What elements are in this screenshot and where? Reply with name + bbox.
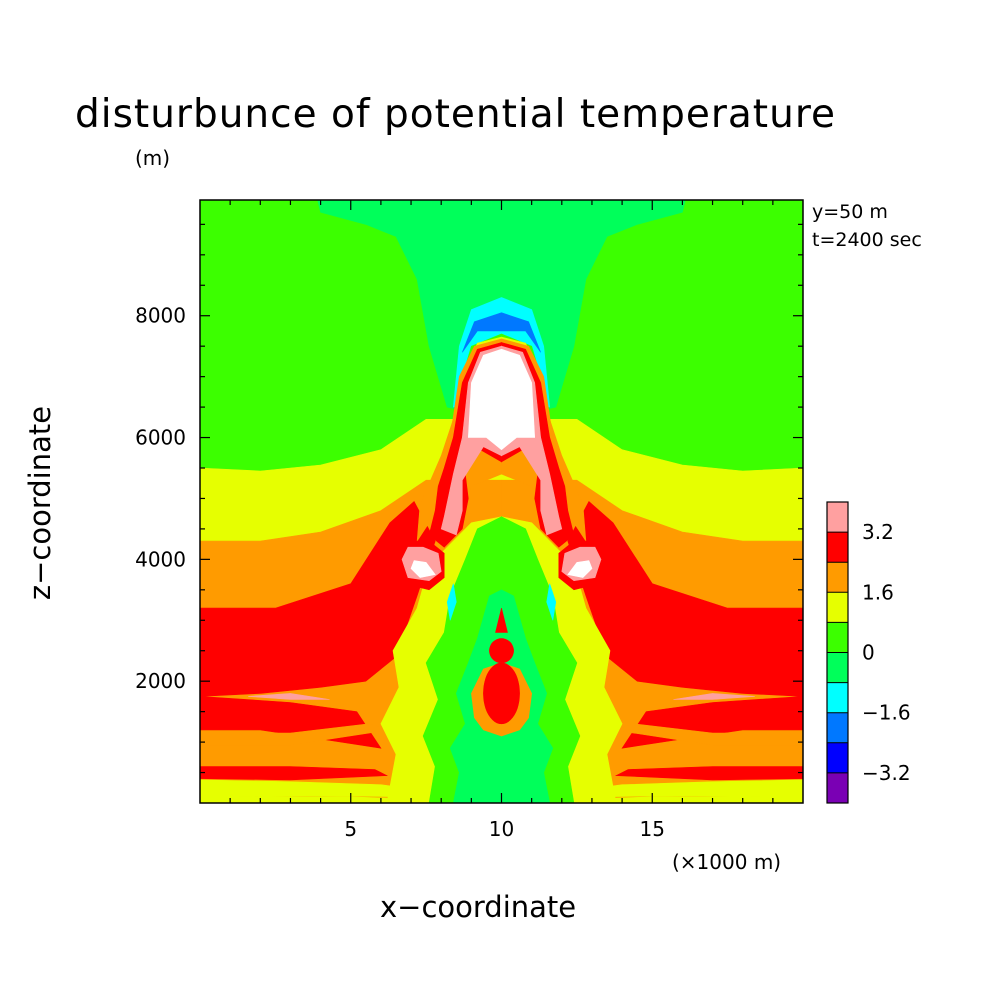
contour-region-29 [495, 608, 508, 633]
axis-ticks: 5 10 15 2000 4000 6000 8000 [135, 200, 803, 841]
x-tick-label-0: 5 [344, 817, 357, 841]
chart-title: disturbunce of potential temperature [75, 92, 836, 137]
colorbar-swatch-6 [827, 592, 848, 623]
contour-region-27 [483, 662, 520, 725]
contour-region-47 [567, 560, 593, 578]
colorbar-swatch-8 [827, 532, 848, 563]
colorbar-label-0: 3.2 [862, 520, 894, 544]
y-tick-label-1: 4000 [135, 547, 186, 571]
y-tick-label-2: 6000 [135, 426, 186, 450]
colorbar-swatch-3 [827, 682, 848, 713]
contour-region-33 [462, 312, 541, 353]
z-unit-label: (m) [135, 146, 171, 170]
annotation-y-position: y=50 m [812, 201, 888, 223]
colorbar-swatch-4 [827, 652, 848, 683]
annotation-time: t=2400 sec [812, 229, 922, 251]
colorbar-swatch-2 [827, 712, 848, 743]
colorbar: 3.2 1.6 0 −1.6 −3.2 [826, 501, 911, 804]
contour-region-18 [248, 693, 330, 700]
colorbar-swatch-9 [827, 502, 848, 533]
contour-region-19 [673, 693, 755, 700]
x-tick-label-2: 15 [640, 817, 665, 841]
colorbar-swatch-5 [827, 622, 848, 653]
colorbar-swatch-0 [827, 772, 848, 803]
contour-region-10 [200, 766, 389, 781]
colorbar-swatch-7 [827, 562, 848, 593]
y-tick-label-0: 2000 [135, 669, 186, 693]
plot-area [200, 200, 803, 803]
contour-region-11 [614, 766, 803, 781]
x-tick-label-1: 10 [489, 817, 514, 841]
contour-region-49 [546, 583, 557, 621]
x-unit-label: (×1000 m) [672, 850, 782, 874]
colorbar-label-3: −1.6 [862, 701, 911, 725]
contour-region-48 [446, 583, 457, 621]
colorbar-label-1: 1.6 [862, 580, 894, 604]
colorbar-label-4: −3.2 [862, 761, 911, 785]
colorbar-swatch-1 [827, 742, 848, 773]
contour-region-46 [410, 560, 436, 578]
contour-region-28 [489, 638, 514, 664]
x-axis-label: x−coordinate [380, 890, 577, 924]
contour-region-41 [467, 348, 536, 451]
colorbar-label-2: 0 [862, 641, 875, 665]
y-tick-label-3: 8000 [135, 304, 186, 328]
